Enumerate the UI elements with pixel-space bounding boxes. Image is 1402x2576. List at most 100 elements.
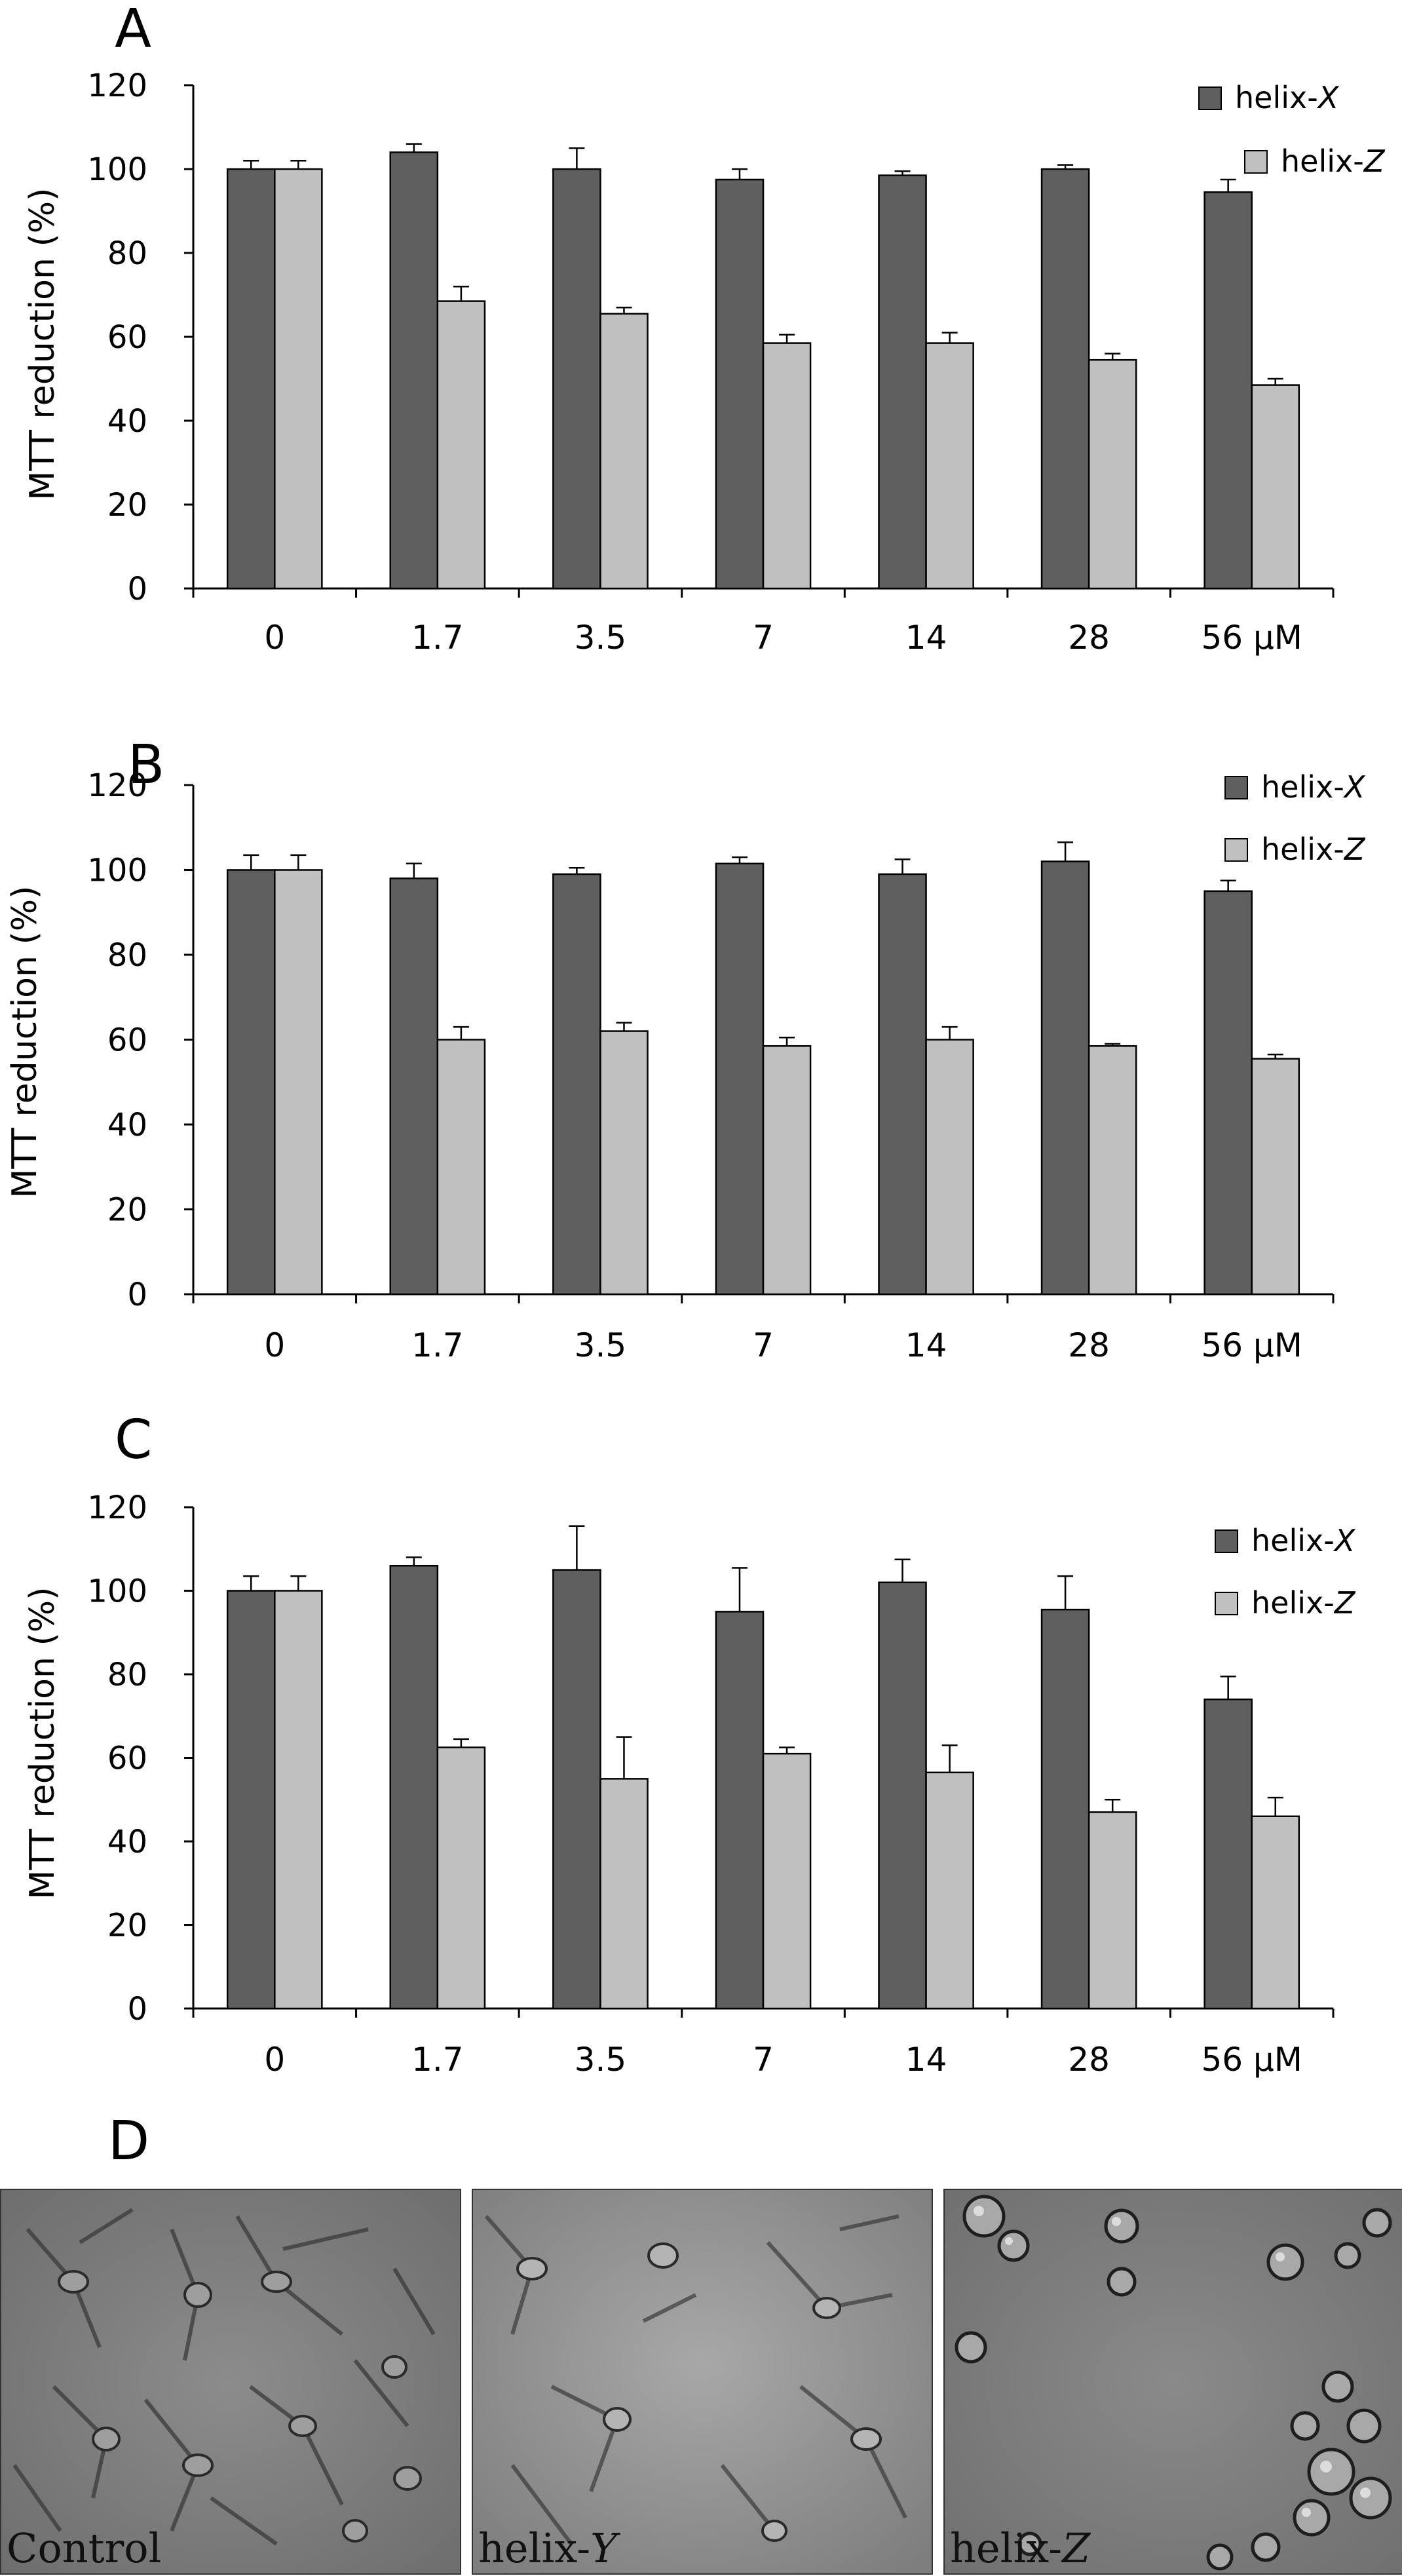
bar-helix-z-0 [274,869,323,1296]
ticks: 0 20 40 60 80 100 120 0 1.7 3.5 7 14 28 56 µM [87,767,1335,1364]
bar-helix-z-5 [1088,1045,1137,1296]
bar-helix-z-0 [274,168,323,590]
y-tick-label: 60 [107,1022,147,1059]
y-tick-label: 20 [107,487,147,524]
legend-label-helix-z: helix-Z [1251,1585,1356,1621]
legend-label-helix-x: helix-X [1261,769,1366,805]
bar-helix-x-0 [226,869,276,1296]
y-axis-label: MTT reduction (%) [23,188,62,501]
x-tick-label: 7 [753,619,774,657]
bar-helix-z-2 [599,1778,649,2010]
y-tick-label: 0 [127,571,147,607]
y-tick-label: 100 [87,151,147,188]
y-tick-label: 40 [107,403,147,440]
y-tick-label: 40 [107,1107,147,1144]
bar-helix-x-6 [1203,890,1253,1296]
y-tick-label: 80 [107,1657,147,1693]
bar-helix-x-0 [226,1590,276,2010]
legend-swatch-helix-z [1224,838,1248,862]
x-tick-label: 7 [753,2041,774,2079]
bar-helix-z-3 [762,1752,812,2010]
bar-helix-x-2 [552,1569,601,2010]
bar-helix-z-4 [925,1039,974,1296]
legend-label-helix-z: helix-Z [1261,832,1366,867]
chart-panel-c: C MTT reduction (%) 0 20 40 60 80 100 120 0 1.7 3… [23,1409,1356,2079]
bar-helix-z-5 [1088,1811,1137,2010]
legend-label-helix-x: helix-X [1251,1523,1356,1558]
panel-label-d: D [108,2110,149,2172]
legend: helix-X helix-Z [1215,1523,1356,1621]
legend-swatch-helix-x [1215,1529,1238,1553]
legend-swatch-helix-z [1244,150,1268,174]
legend-swatch-helix-x [1198,87,1222,110]
legend-label-helix-x: helix-X [1235,80,1340,115]
y-tick-label: 20 [107,1908,147,1944]
bar-helix-x-1 [389,877,439,1296]
bar-helix-x-3 [715,1611,765,2010]
bar-helix-x-5 [1040,1608,1090,2010]
y-tick-label: 40 [107,1824,147,1860]
y-tick-label: 80 [107,235,147,272]
x-tick-label: 56 µM [1201,1326,1302,1364]
bar-helix-z-3 [762,342,812,590]
x-tick-label: 3.5 [575,1326,627,1364]
legend: helix-X helix-Z [1198,80,1386,179]
x-tick-label: 7 [753,1326,774,1364]
bars [226,1525,1300,2010]
bar-helix-z-1 [436,1039,486,1296]
bar-helix-x-4 [878,1581,927,2010]
bar-helix-x-3 [715,862,765,1296]
legend-label-helix-z: helix-Z [1281,144,1386,179]
bar-helix-x-4 [878,873,927,1296]
panel-label: B [128,734,164,796]
y-tick-label: 100 [87,1573,147,1610]
bar-helix-z-6 [1251,1058,1300,1296]
panel-label: C [115,1409,152,1471]
legend: helix-X helix-Z [1224,769,1366,867]
y-tick-label: 80 [107,937,147,974]
bar-helix-z-6 [1251,1815,1300,2010]
x-tick-label: 1.7 [411,1326,464,1364]
bar-helix-x-4 [878,174,927,590]
micrograph-control-image [1,2190,460,2573]
y-tick-label: 20 [107,1192,147,1229]
micrograph-helix-z: helix-Z [943,2189,1402,2575]
y-tick-label: 0 [127,1277,147,1313]
x-tick-label: 3.5 [575,619,627,657]
bar-helix-z-5 [1088,358,1137,590]
x-tick-label: 3.5 [575,2041,627,2079]
y-tick-label: 60 [107,1740,147,1777]
x-tick-label: 28 [1068,1326,1110,1364]
bar-helix-z-2 [599,313,649,590]
bars [226,143,1300,590]
y-tick-label: 120 [87,1490,147,1526]
bar-helix-z-3 [762,1045,812,1296]
bars [226,841,1300,1296]
bar-helix-z-4 [925,1771,974,2010]
x-tick-label: 0 [264,2041,285,2079]
ticks: 0 20 40 60 80 100 120 0 1.7 3.5 7 14 28 56 µM [87,67,1335,657]
y-tick-label: 120 [87,767,147,804]
bar-helix-z-4 [925,342,974,590]
bar-helix-x-0 [226,168,276,590]
bar-helix-x-3 [715,178,765,590]
y-tick-label: 0 [127,1991,147,2028]
bar-helix-x-2 [552,873,601,1296]
bar-helix-x-5 [1040,168,1090,590]
y-tick-label: 100 [87,853,147,889]
x-tick-label: 56 µM [1201,619,1302,657]
micrograph-caption: helix-Z [950,2524,1091,2572]
bar-helix-x-6 [1203,1699,1253,2010]
bar-helix-x-2 [552,168,601,590]
chart-panel-a: A MTT reduction (%) 0 20 40 60 80 100 120 0 1.7 3… [23,0,1386,657]
bar-helix-z-6 [1251,384,1300,590]
x-tick-label: 1.7 [411,2041,464,2079]
x-tick-label: 28 [1068,619,1110,657]
bar-helix-x-6 [1203,191,1253,590]
micrograph-helix-y-image [473,2190,932,2573]
x-tick-label: 14 [905,2041,947,2079]
bar-helix-z-2 [599,1030,649,1296]
bar-helix-x-1 [389,1565,439,2010]
micrograph-caption: helix-Y [478,2524,618,2572]
